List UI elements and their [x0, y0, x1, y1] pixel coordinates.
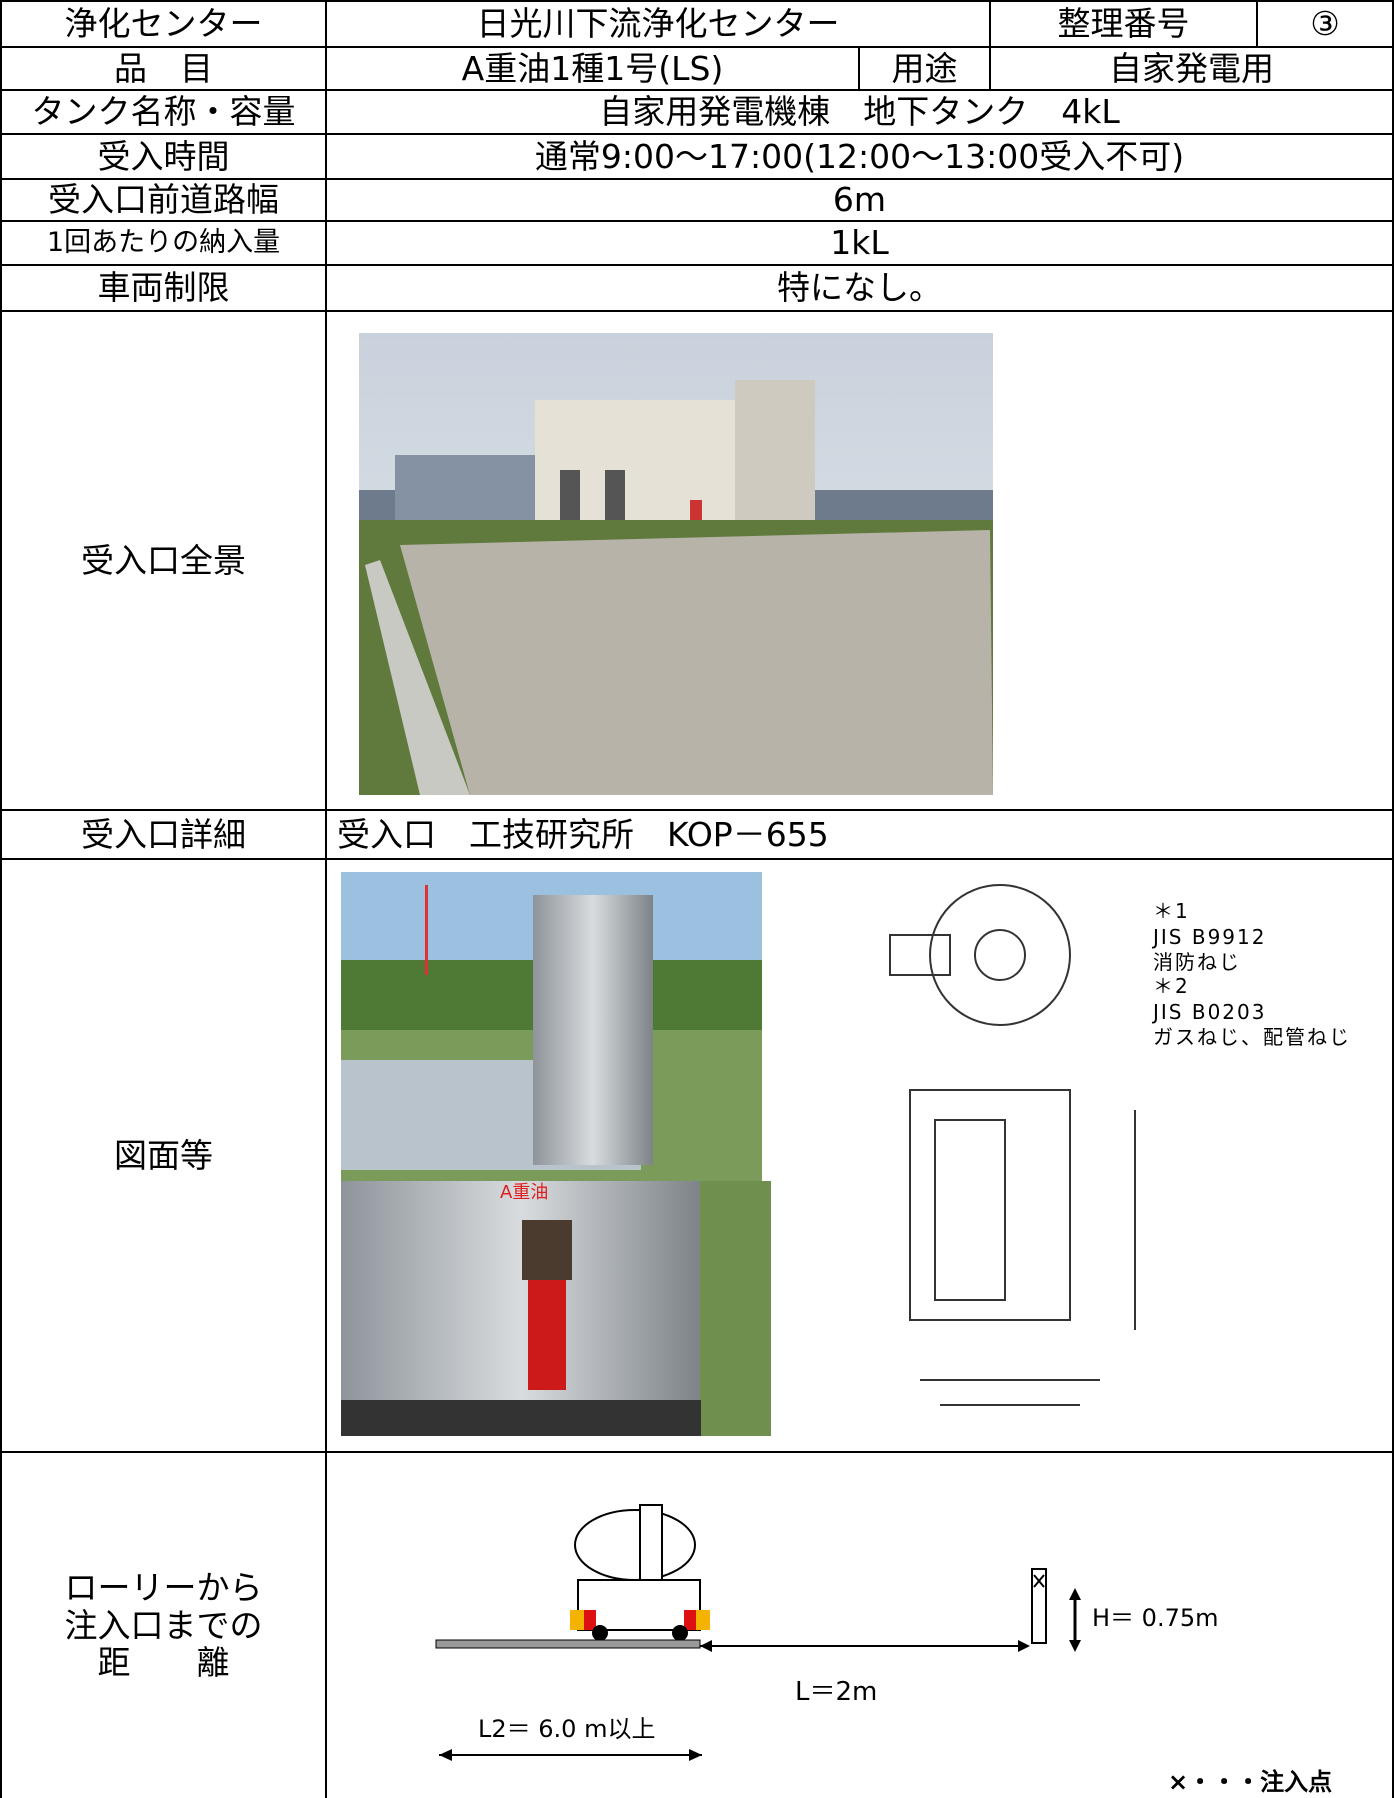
nozzle-photo: [341, 1181, 771, 1436]
drawing-note: ＊2: [1153, 974, 1190, 998]
legend-note: ×・・・注入点: [1168, 1768, 1332, 1796]
row-value: [325, 1451, 1394, 1798]
row-value: 自家発電用: [989, 46, 1394, 91]
height-label: H＝ 0.75m: [1092, 1604, 1219, 1632]
distance-label: L＝2m: [795, 1677, 877, 1707]
row-value: 整理番号: [989, 0, 1258, 48]
length-label: L2＝ 6.0 m以上: [478, 1715, 655, 1743]
cabinet-photo: [341, 872, 762, 1181]
drawing-note: ガスねじ、配管ねじ: [1153, 1025, 1351, 1049]
row-value: A重油1種1号(LS): [325, 46, 860, 91]
drawing-note: JIS B0203: [1151, 1000, 1266, 1024]
drawing-note: JIS B9912: [1151, 925, 1266, 949]
photo-label: A重油: [500, 1182, 548, 1203]
lorry-diagram: [435, 1504, 1081, 1761]
drawing-note: 消防ねじ: [1153, 950, 1241, 974]
overview-photo: [359, 333, 993, 795]
drawing-note: ＊1: [1153, 899, 1190, 923]
coupling-drawing: [889, 884, 1136, 1406]
row-label: タンク名称・容量: [0, 89, 327, 135]
